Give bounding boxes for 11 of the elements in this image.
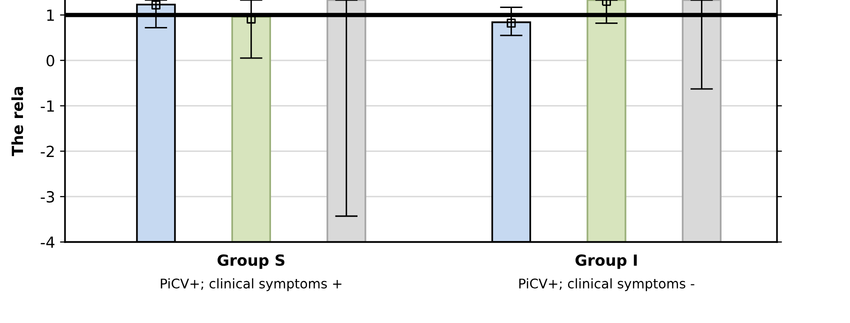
y-tick-label: -2: [40, 146, 54, 157]
text: PiCV+; clinical symptoms +: [160, 278, 342, 292]
y-tick-label: -1: [40, 100, 54, 112]
y-tick-label: 1: [47, 10, 54, 21]
x-tick-label: Group I: [576, 254, 637, 269]
y-tick-label: -4: [40, 236, 54, 248]
y-axis-title: The rela: [11, 86, 24, 156]
x-tick-label: Group S: [218, 254, 284, 269]
y-tick-label: 0: [46, 54, 54, 66]
y-tick-label: -3: [40, 191, 54, 203]
text: PiCV+; clinical symptoms -: [519, 278, 694, 292]
